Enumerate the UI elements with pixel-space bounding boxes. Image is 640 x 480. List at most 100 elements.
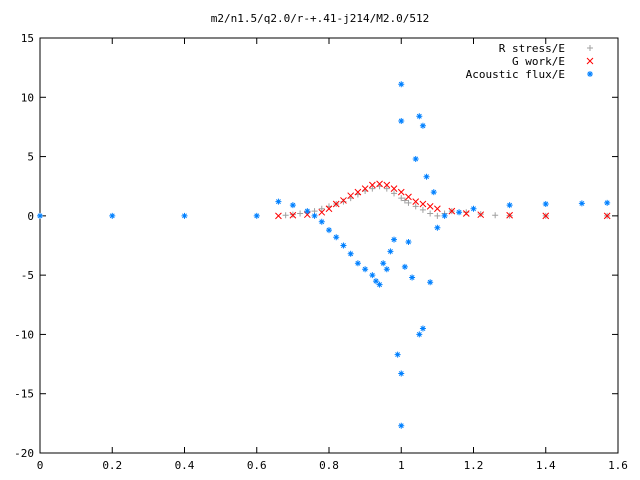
legend-marker <box>586 57 594 65</box>
data-point <box>311 212 318 219</box>
x-tick-label: 1.4 <box>536 459 556 472</box>
data-point <box>109 212 116 219</box>
data-point <box>398 195 405 202</box>
legend-marker <box>587 71 593 77</box>
data-point <box>282 212 289 219</box>
x-tick-label: 0.2 <box>102 459 122 472</box>
data-point <box>405 238 412 245</box>
data-point <box>542 212 550 220</box>
data-point <box>470 205 477 212</box>
data-point <box>434 224 441 231</box>
data-point <box>333 234 340 241</box>
data-point <box>347 192 355 200</box>
data-point <box>506 202 513 209</box>
data-point <box>398 370 405 377</box>
data-point <box>477 211 485 219</box>
data-point <box>391 190 398 197</box>
data-point <box>430 189 437 196</box>
data-point <box>426 203 434 210</box>
data-point <box>362 266 369 273</box>
data-point <box>181 212 188 219</box>
data-point <box>416 113 423 120</box>
data-point <box>318 208 326 216</box>
legend-marker <box>587 45 593 51</box>
data-point <box>405 193 412 201</box>
x-tick-label: 0.6 <box>247 459 267 472</box>
x-tick-label: 0.4 <box>175 459 195 472</box>
series-layer <box>37 81 611 429</box>
data-point <box>372 278 379 285</box>
x-tick-label: 1.2 <box>464 459 484 472</box>
data-point <box>419 206 426 213</box>
x-tick-label: 0 <box>37 459 44 472</box>
data-point <box>462 210 470 217</box>
data-point <box>434 205 441 213</box>
data-point <box>340 198 347 205</box>
data-point <box>340 197 347 204</box>
data-point <box>412 155 419 162</box>
data-point <box>275 198 282 205</box>
y-tick-label: 0 <box>27 210 34 223</box>
data-point <box>354 260 361 267</box>
y-tick-label: -10 <box>14 328 34 341</box>
data-point <box>369 185 376 192</box>
data-point <box>325 205 333 213</box>
data-point <box>387 248 394 255</box>
data-point <box>289 211 297 219</box>
data-point <box>318 218 325 225</box>
plot-frame <box>39 37 619 454</box>
legend-label: G work/E <box>512 55 565 68</box>
x-tick-label: 1 <box>398 459 405 472</box>
data-point <box>253 212 260 219</box>
data-point <box>383 181 391 189</box>
y-tick-label: 5 <box>27 151 34 164</box>
data-point <box>383 266 390 273</box>
data-point <box>390 185 398 192</box>
data-point <box>427 279 434 286</box>
data-point <box>448 207 456 215</box>
data-point <box>456 209 463 216</box>
y-tick-label: 15 <box>21 32 34 45</box>
data-point <box>275 212 282 220</box>
data-point <box>318 205 325 212</box>
data-point <box>398 422 405 429</box>
data-point <box>347 250 354 257</box>
data-point <box>383 185 390 192</box>
series-2 <box>37 81 611 429</box>
data-point <box>603 212 611 220</box>
data-point <box>409 274 416 281</box>
axis-ticks: 0 0.2 0.4 0.6 0.8 1 1.2 1.4 1.6 -20 -15 -10 -5 0 5 10 15 <box>14 32 628 472</box>
data-point <box>604 199 611 206</box>
data-point <box>380 260 387 267</box>
data-point <box>419 325 426 332</box>
data-point <box>376 281 383 288</box>
data-point <box>289 202 296 209</box>
data-point <box>398 81 405 88</box>
data-point <box>578 200 585 207</box>
y-tick-label: -5 <box>21 269 34 282</box>
data-point <box>427 210 434 217</box>
data-point <box>398 118 405 124</box>
data-point <box>412 203 419 210</box>
y-tick-label: -15 <box>14 388 34 401</box>
data-point <box>401 263 408 270</box>
data-point <box>401 197 408 204</box>
data-point <box>326 227 332 234</box>
data-point <box>441 212 448 219</box>
y-tick-label: 10 <box>21 91 34 104</box>
data-point <box>37 212 43 219</box>
series-1 <box>275 180 611 220</box>
data-point <box>419 200 427 208</box>
legend-label: R stress/E <box>499 42 565 55</box>
data-point <box>405 199 412 206</box>
data-point <box>376 180 383 188</box>
data-point <box>416 331 423 338</box>
x-tick-label: 1.6 <box>608 459 628 472</box>
x-tick-label: 0.8 <box>319 459 339 472</box>
data-point <box>361 185 369 192</box>
chart-title: m2/n1.5/q2.0/r-+.41-j214/M2.0/512 <box>211 12 430 25</box>
data-point <box>419 122 426 129</box>
data-point <box>397 188 405 196</box>
